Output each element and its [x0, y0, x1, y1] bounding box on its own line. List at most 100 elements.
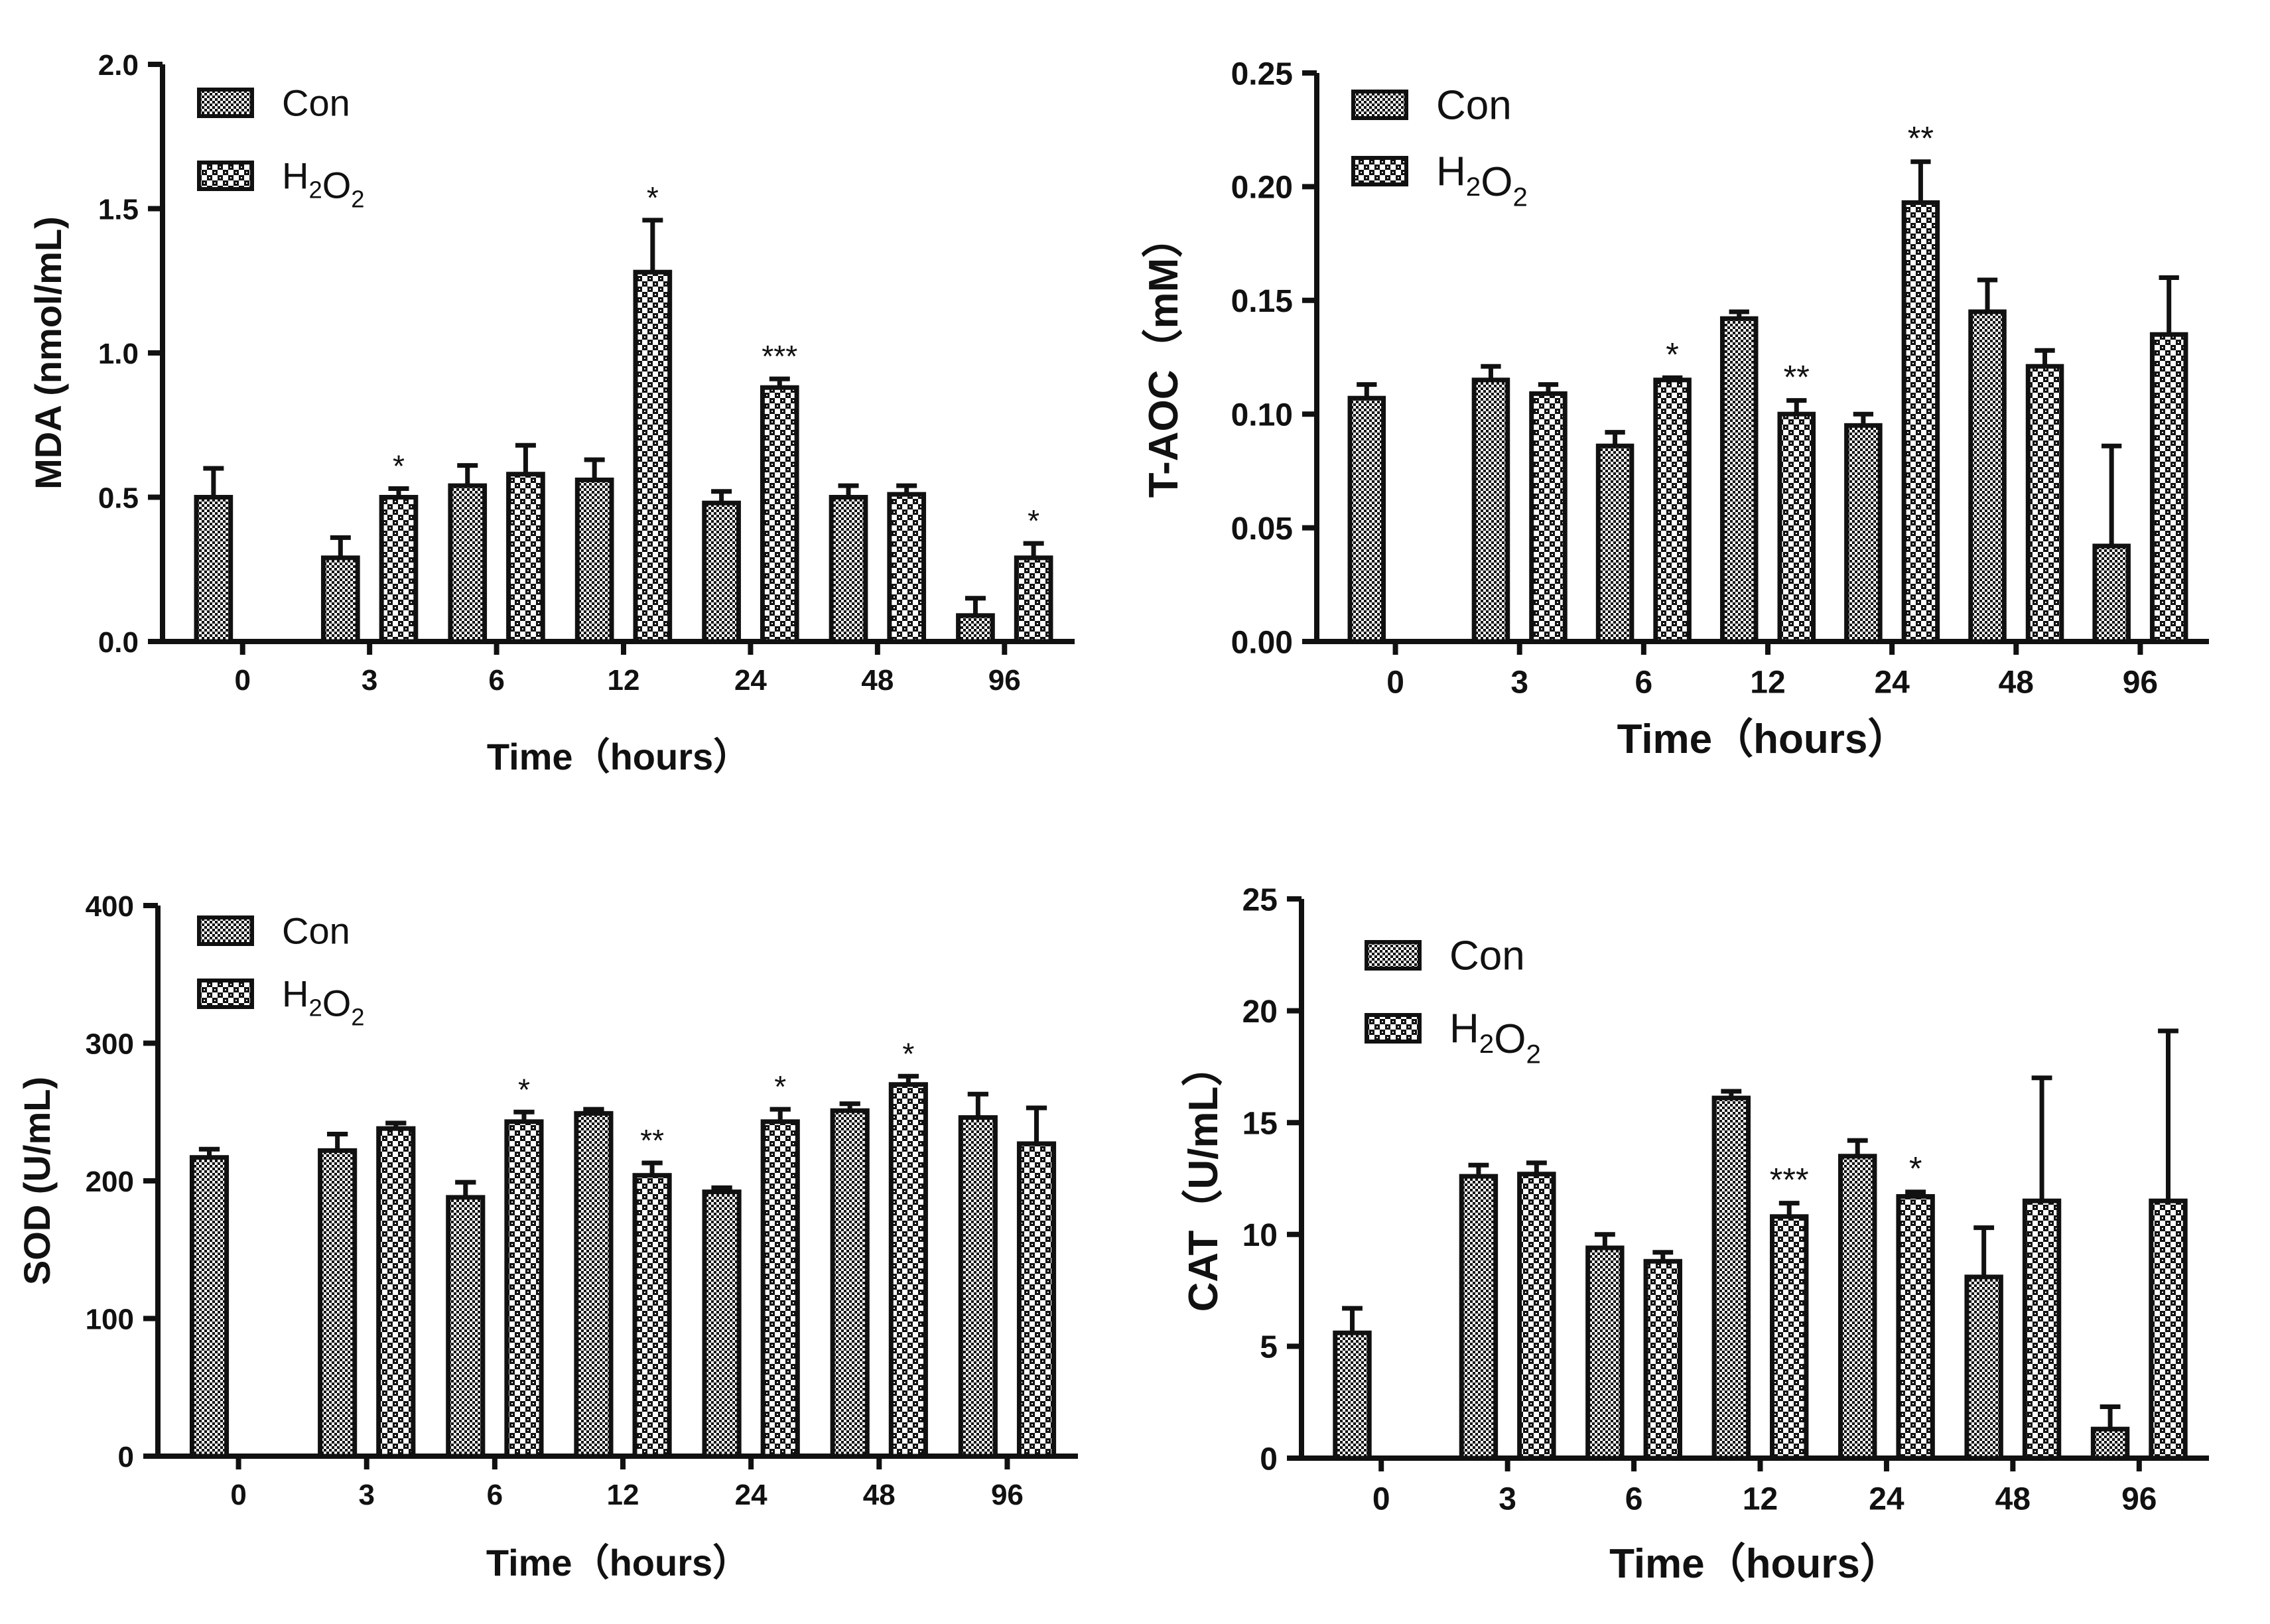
x-tick-label: 6	[487, 1479, 503, 1511]
panel-mda: 0.00.51.01.52.00 3 6 12 24 48 96******Time（hou…	[27, 49, 1075, 778]
x-tick-label: 0	[230, 1479, 246, 1511]
x-tick-label: 3	[362, 664, 377, 697]
y-tick-label: 300	[86, 1028, 134, 1060]
x-tick-label: 96	[988, 664, 1021, 697]
y-tick-label: 0	[1260, 1442, 1278, 1477]
y-tick-label: 15	[1242, 1106, 1278, 1141]
legend-swatch-h2o2	[1365, 1013, 1422, 1044]
bar-h2o2	[1653, 377, 1692, 644]
bar-h2o2	[1643, 1258, 1682, 1461]
bar-con	[1968, 309, 2007, 644]
bar-con	[829, 495, 868, 644]
x-tick-label: 48	[861, 664, 894, 697]
bar-con	[1333, 1330, 1372, 1461]
legend-swatch-h2o2	[197, 161, 254, 191]
legend-swatch-con	[1365, 940, 1422, 971]
x-axis-title: Time（hours）	[487, 736, 750, 778]
bar-con	[956, 613, 995, 644]
bar-h2o2	[760, 385, 799, 644]
y-tick-label: 1.5	[98, 193, 139, 226]
x-axis-title: Time（hours）	[1609, 1540, 1901, 1587]
x-tick-label: 6	[1625, 1482, 1643, 1517]
y-tick-label: 1.0	[98, 338, 139, 370]
bar-con	[574, 477, 614, 644]
x-tick-label: 0	[1386, 665, 1404, 701]
x-tick-label: 96	[2121, 1482, 2157, 1517]
significance-marker: *	[647, 180, 659, 215]
significance-marker: *	[1909, 1150, 1922, 1187]
x-tick-label: 3	[358, 1479, 374, 1511]
legend-swatch-h2o2	[1351, 156, 1408, 186]
legend-swatch-con	[1351, 90, 1408, 120]
y-tick-label: 0.00	[1231, 625, 1293, 660]
bar-con	[1719, 316, 1759, 644]
legend-label-con: Con	[282, 910, 350, 952]
legend-label-con: Con	[1436, 83, 1512, 129]
bar-con	[320, 555, 360, 644]
y-tick-label: 400	[86, 890, 134, 923]
significance-marker: **	[640, 1123, 664, 1158]
bar-h2o2	[1529, 391, 1568, 644]
bar-h2o2	[1517, 1172, 1556, 1461]
bar-h2o2	[2022, 1198, 2062, 1461]
bar-h2o2	[760, 1119, 800, 1459]
x-tick-label: 12	[608, 664, 640, 697]
bar-con	[702, 500, 741, 644]
bar-con	[958, 1115, 998, 1459]
significance-marker: ***	[1770, 1161, 1809, 1199]
x-tick-label: 24	[1869, 1482, 1904, 1517]
bar-h2o2	[1770, 1214, 1809, 1461]
bar-con	[1459, 1174, 1499, 1461]
y-tick-label: 0	[118, 1441, 134, 1473]
legend-swatch-h2o2	[197, 979, 254, 1009]
bar-h2o2	[1901, 200, 1940, 644]
x-tick-label: 24	[1874, 665, 1910, 701]
x-tick-label: 6	[1635, 665, 1653, 701]
bar-con	[189, 1155, 230, 1459]
bar-h2o2	[1014, 555, 1053, 644]
significance-marker: **	[1784, 358, 1810, 396]
legend: Con H2O2	[197, 910, 365, 1031]
bar-con	[830, 1108, 870, 1459]
x-tick-label: 12	[1750, 665, 1785, 701]
legend-label-con: Con	[1449, 933, 1525, 979]
bar-h2o2	[1016, 1141, 1057, 1459]
legend-label-h2o2: H2O2	[1436, 149, 1528, 212]
bar-con	[1844, 423, 1883, 644]
legend-label-con: Con	[282, 82, 350, 124]
legend-swatch-con	[197, 88, 254, 118]
legend: Con H2O2	[197, 82, 365, 213]
bar-h2o2	[633, 269, 673, 644]
bar-h2o2	[379, 495, 419, 644]
y-axis-title: SOD (U/mL)	[16, 1077, 58, 1285]
bar-h2o2	[2149, 332, 2188, 644]
x-tick-label: 48	[863, 1479, 896, 1511]
significance-marker: ***	[762, 339, 797, 373]
bar-con	[1471, 377, 1510, 644]
bar-con	[1595, 443, 1635, 644]
significance-marker: *	[1028, 504, 1039, 538]
y-tick-label: 0.20	[1231, 170, 1293, 206]
significance-marker: *	[518, 1072, 530, 1107]
y-tick-label: 5	[1260, 1330, 1278, 1365]
bar-con	[318, 1148, 358, 1459]
y-tick-label: 0.25	[1231, 56, 1293, 92]
x-tick-label: 6	[488, 664, 504, 697]
y-tick-label: 0.5	[98, 482, 139, 514]
legend-label-h2o2: H2O2	[282, 155, 365, 213]
bar-h2o2	[2025, 364, 2064, 644]
bar-con	[448, 483, 488, 644]
bar-h2o2	[632, 1173, 672, 1459]
bar-con	[194, 495, 234, 644]
x-tick-label: 12	[607, 1479, 639, 1511]
x-tick-label: 0	[234, 664, 250, 697]
significance-marker: *	[393, 448, 405, 483]
bar-h2o2	[1777, 411, 1816, 644]
bar-h2o2	[887, 492, 927, 644]
x-tick-label: 24	[735, 1479, 768, 1511]
x-tick-label: 48	[1999, 665, 2034, 701]
bar-con	[574, 1111, 614, 1459]
y-tick-label: 200	[86, 1166, 134, 1198]
y-tick-label: 20	[1242, 994, 1278, 1030]
